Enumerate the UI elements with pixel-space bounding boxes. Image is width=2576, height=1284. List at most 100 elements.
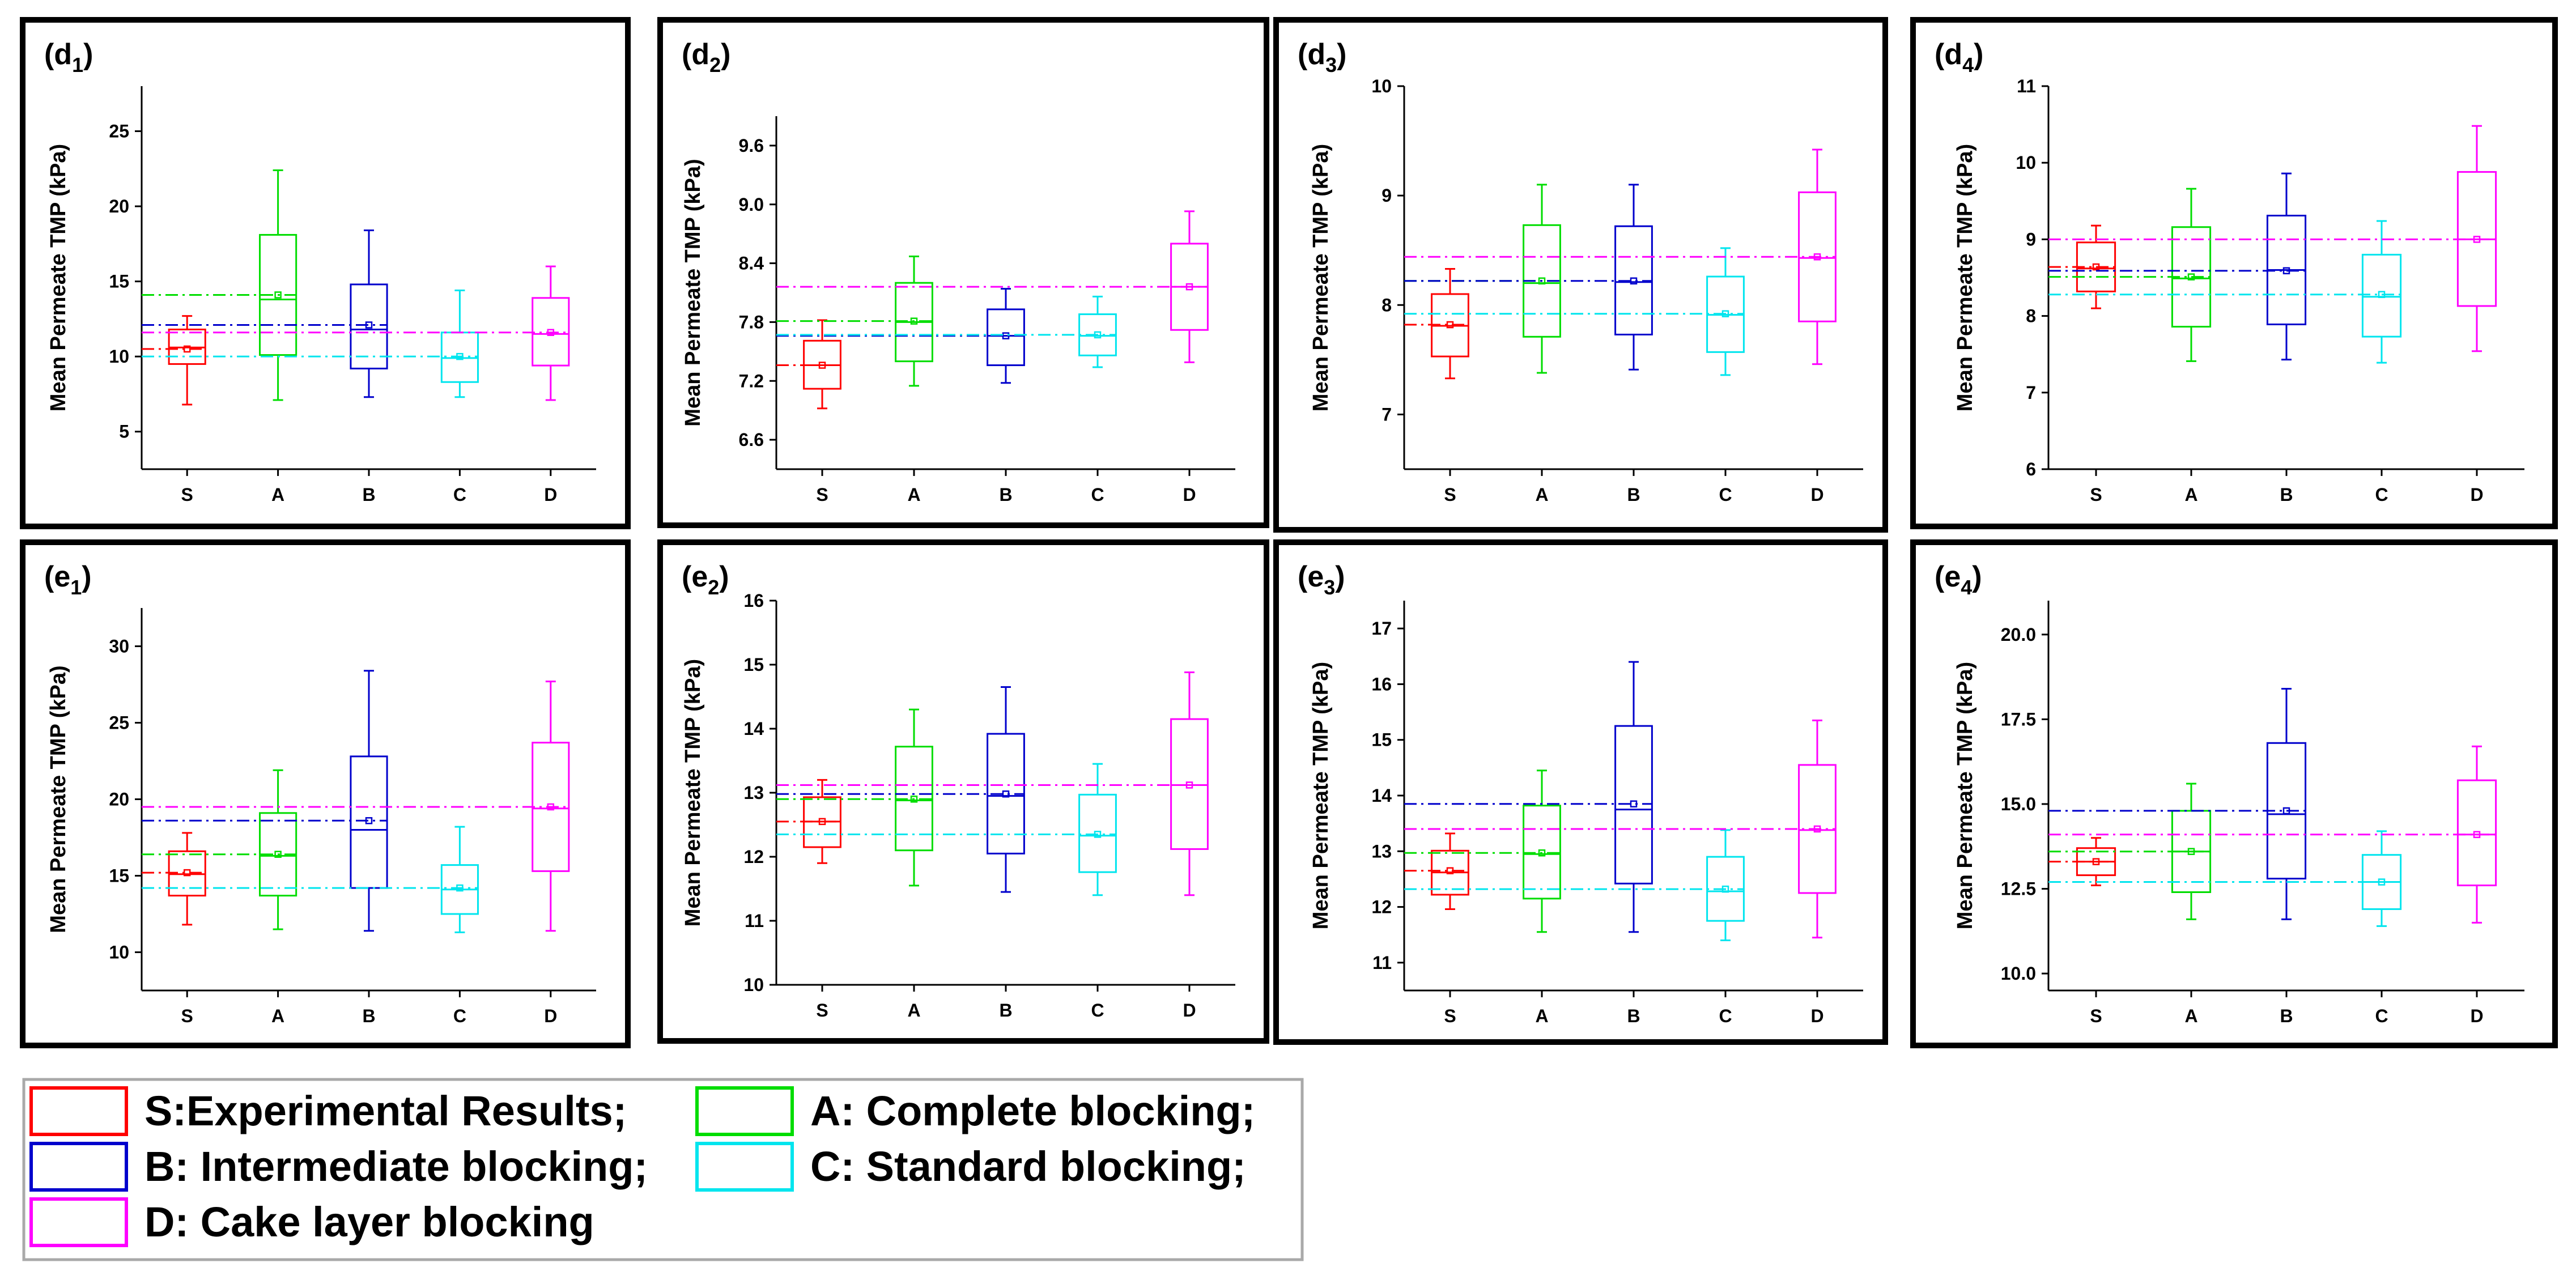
panel-frame [20,17,631,529]
x-tick-label: B [362,1006,375,1026]
mean-marker [1813,825,1821,833]
box-A [776,708,933,887]
box-S [1404,832,1469,911]
y-tick-label: 20 [109,789,129,810]
box-A [1404,769,1561,933]
mean-marker [365,817,373,824]
x-tick-label: A [1535,1006,1548,1026]
x-tick-label: B [2280,484,2293,505]
y-tick-label: 16 [1371,674,1392,694]
panel-frame [1273,17,1888,533]
y-tick-label: 9 [1381,185,1392,206]
legend-label: D: Cake layer blocking [144,1198,594,1245]
legend-label: S:Experimental Results; [144,1087,627,1134]
panel-frame [657,17,1269,528]
panel-frame [1910,539,2558,1048]
mean-marker [2378,291,2386,298]
legend-item-A: A: Complete blocking; [695,1086,1255,1136]
legend-label: A: Complete blocking; [810,1087,1255,1134]
legend-item-D: D: Cake layer blocking [29,1197,594,1247]
x-tick-label: D [1183,484,1196,505]
y-tick-label: 15 [1371,730,1392,750]
box-B [776,288,1025,384]
box-A [142,169,297,401]
iqr-box [1798,764,1837,894]
y-tick-label: 11 [2017,76,2036,96]
mean-marker [1094,331,1102,339]
mean-marker [2282,807,2290,815]
y-tick-label: 15 [109,866,129,886]
mean-marker [2187,848,2195,855]
mean-marker [1446,321,1454,329]
y-tick-label: 10 [109,942,129,963]
box-B [776,686,1025,893]
iqr-box [2361,253,2402,338]
legend-swatch [29,1197,128,1247]
x-tick-label: S [2090,484,2102,505]
box-A [142,769,297,930]
iqr-box [532,297,570,367]
x-tick-label: D [544,1006,557,1026]
box-B [2048,172,2307,361]
x-tick-label: C [453,1006,466,1026]
panel-e4: (e4) 10.0 12.5 15.0 17.5 20.0 Mean Permeate TM… [1910,539,2558,1048]
x-tick-label: D [1810,484,1823,505]
y-tick-label: 30 [109,636,129,657]
x-tick-label: S [181,484,193,505]
panel-frame [20,539,631,1048]
mean-marker [183,345,191,353]
y-axis-title: Mean Permeate TMP (kPa) [46,665,70,933]
mean-marker [910,317,918,325]
mean-marker [456,352,464,360]
y-axis-title: Mean Permeate TMP (kPa) [1953,144,1977,411]
y-axis-title: Mean Permeate TMP (kPa) [681,659,705,926]
mean-marker [2378,878,2386,886]
x-tick-label: A [2184,484,2197,505]
iqr-box [1170,718,1209,850]
y-tick-label: 7.8 [739,312,764,332]
mean-marker [365,321,373,329]
x-tick-label: A [1535,484,1548,505]
mean-marker [1721,310,1729,317]
mean-marker [1446,867,1454,874]
x-tick-label: D [1810,1006,1823,1026]
mean-marker [1538,849,1546,857]
y-tick-label: 10 [2016,152,2036,173]
iqr-box [350,755,388,889]
box-S [776,319,841,410]
x-tick-label: D [544,484,557,505]
y-tick-label: 14 [1371,785,1392,806]
mean-marker [1002,790,1010,798]
legend-label: C: Standard blocking; [810,1143,1246,1190]
mean-marker [274,851,282,858]
box-C [1404,829,1745,942]
mean-marker [1185,283,1193,291]
panel-label: (e2) [682,560,729,599]
iqr-box [1523,805,1561,900]
y-tick-label: 6 [2026,459,2036,479]
x-tick-label: S [181,1006,193,1026]
x-tick-label: S [816,1000,828,1021]
mean-marker [1538,277,1546,285]
mean-marker [1185,781,1193,789]
x-tick-label: B [1627,1006,1640,1026]
y-tick-label: 10 [109,346,129,367]
y-tick-label: 9 [2026,229,2036,249]
x-tick-label: C [2375,1006,2388,1026]
panel-e1: (e1) 10 15 20 25 30 Mean Permeate TMP (kPa) S A B… [20,539,631,1048]
x-tick-label: C [1719,484,1732,505]
box-D [776,210,1209,363]
x-tick-label: C [1091,1000,1104,1021]
box-S [142,832,206,926]
iqr-box [2076,241,2116,292]
panels: (d1) 5 10 15 20 25 Mean Permeate TMP (kPa) S A B C… [20,17,2558,1048]
y-axis-title: Mean Permeate TMP (kPa) [681,159,705,426]
panel-label: (d1) [44,38,93,76]
box-B [142,670,388,932]
panel-label: (e1) [44,560,92,599]
box-C [2048,830,2402,927]
legend-item-S: S:Experimental Results; [29,1086,627,1136]
box-D [142,265,570,401]
panel-frame [657,539,1269,1044]
panel-label: (e3) [1298,560,1345,599]
